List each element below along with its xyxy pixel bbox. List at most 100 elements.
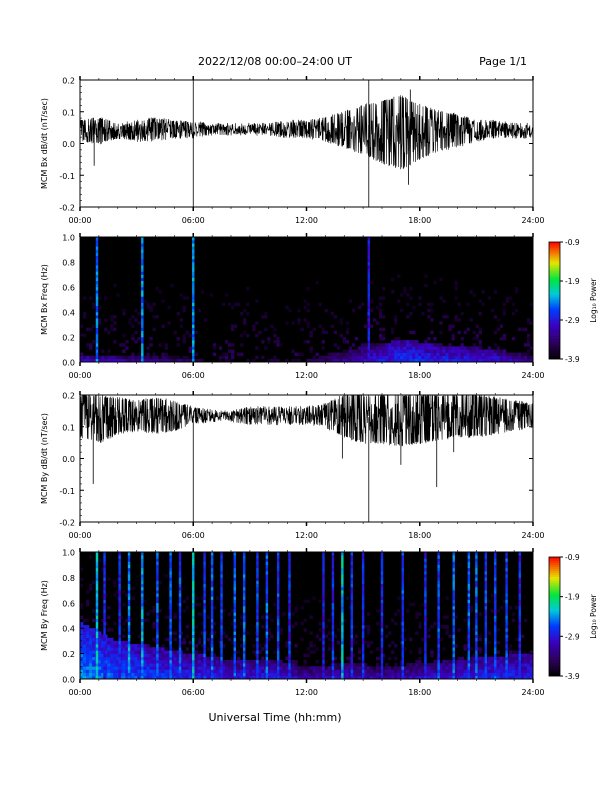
spectrogram-column — [220, 567, 223, 572]
spectrogram-cell — [279, 663, 283, 667]
spectrogram-cell — [463, 355, 467, 360]
spectrogram-cell — [285, 663, 289, 667]
spectrogram-cell — [131, 337, 135, 341]
spectrogram-cell — [403, 343, 407, 347]
spectrogram-column — [452, 577, 455, 581]
spectrogram-column — [475, 564, 478, 569]
spectrogram-column — [118, 640, 121, 645]
spectrogram-cell — [227, 663, 232, 667]
spectrogram-cell — [137, 352, 141, 357]
spectrogram-cell — [267, 663, 271, 667]
spectrogram-cell — [412, 346, 416, 350]
spectrogram-cell — [520, 666, 525, 670]
spectrogram-column — [243, 656, 246, 661]
spectrogram-column — [380, 552, 384, 556]
spectrogram-column — [518, 567, 521, 572]
spectrogram-cell — [86, 675, 90, 680]
spectrogram-cell — [475, 358, 479, 363]
spectrogram-cell — [297, 352, 301, 357]
spectrogram-cell — [194, 358, 199, 363]
spectrogram-column — [210, 558, 214, 562]
spectrogram-cell — [173, 358, 177, 363]
spectrogram-cell — [430, 663, 434, 667]
spectrogram-cell — [357, 346, 362, 350]
spectrogram-cell — [146, 650, 150, 654]
spectrogram-column — [367, 343, 370, 347]
spectrogram-cell — [348, 666, 353, 670]
spectrogram-cell — [194, 602, 199, 607]
spectrogram-column — [210, 621, 214, 626]
panel-2-spectrogram — [80, 237, 534, 363]
spectrogram-cell — [457, 672, 461, 677]
spectrogram-column — [276, 567, 280, 572]
spectrogram-cell — [122, 650, 126, 654]
spectrogram-cell — [227, 349, 232, 353]
spectrogram-cell — [433, 352, 437, 357]
spectrogram-column — [220, 580, 223, 585]
spectrogram-column — [350, 675, 353, 680]
spectrogram-cell — [240, 343, 244, 347]
spectrogram-column — [118, 628, 121, 632]
spectrogram-column — [475, 625, 478, 629]
spectrogram-cell — [327, 358, 331, 363]
spectrogram-column — [494, 618, 497, 623]
spectrogram-column — [452, 602, 455, 607]
spectrogram-cell — [258, 330, 262, 335]
y-tick-label: 0.8 — [62, 574, 75, 583]
spectrogram-cell — [391, 343, 395, 347]
spectrogram-cell — [454, 666, 458, 670]
spectrogram-cell — [478, 669, 482, 673]
spectrogram-column — [141, 255, 144, 260]
spectrogram-cell — [511, 669, 516, 673]
spectrogram-column — [350, 586, 353, 591]
spectrogram-column — [452, 564, 455, 569]
spectrogram-cell — [158, 653, 162, 658]
spectrogram-column — [95, 358, 99, 363]
spectrogram-cell — [131, 659, 135, 664]
spectrogram-column — [380, 666, 384, 670]
spectrogram-cell — [472, 675, 476, 680]
spectrogram-cell — [369, 355, 374, 360]
colorbar-swatch — [549, 576, 560, 580]
spectrogram-cell — [267, 358, 271, 363]
spectrogram-column — [494, 625, 497, 629]
spectrogram-cell — [433, 675, 437, 680]
spectrogram-cell — [324, 669, 328, 673]
spectrogram-column — [127, 552, 131, 556]
spectrogram-cell — [179, 586, 183, 591]
spectrogram-cell — [333, 358, 337, 363]
spectrogram-cell — [312, 650, 316, 654]
spectrogram-column — [322, 590, 325, 594]
spectrogram-column — [178, 567, 182, 572]
spectrogram-column — [220, 647, 223, 651]
spectrogram-column — [118, 637, 121, 642]
colorbar-swatch — [549, 590, 560, 593]
spectrogram-cell — [212, 343, 217, 347]
spectrogram-column — [118, 612, 121, 616]
spectrogram-column — [95, 337, 99, 341]
spectrogram-cell — [409, 312, 413, 316]
spectrogram-column — [341, 564, 344, 569]
spectrogram-column — [192, 268, 195, 272]
spectrogram-column — [203, 612, 206, 616]
spectrogram-column — [322, 669, 325, 673]
spectrogram-cell — [182, 637, 186, 642]
spectrogram-cell — [439, 346, 443, 350]
colorbar-swatch — [549, 572, 560, 576]
spectrogram-cell — [454, 669, 458, 673]
spectrogram-column — [141, 618, 144, 623]
spectrogram-column — [265, 634, 269, 639]
spectrogram-cell — [517, 327, 522, 332]
spectrogram-column — [103, 653, 106, 658]
spectrogram-cell — [378, 349, 383, 353]
spectrogram-column — [169, 656, 172, 661]
spectrogram-cell — [182, 653, 186, 658]
spectrogram-column — [243, 596, 246, 600]
spectrogram-cell — [433, 669, 437, 673]
spectrogram-cell — [433, 666, 437, 670]
spectrogram-cell — [291, 625, 295, 629]
spectrogram-column — [95, 577, 99, 581]
spectrogram-column — [141, 246, 144, 250]
spectrogram-cell — [86, 343, 90, 347]
spectrogram-cell — [122, 666, 126, 670]
